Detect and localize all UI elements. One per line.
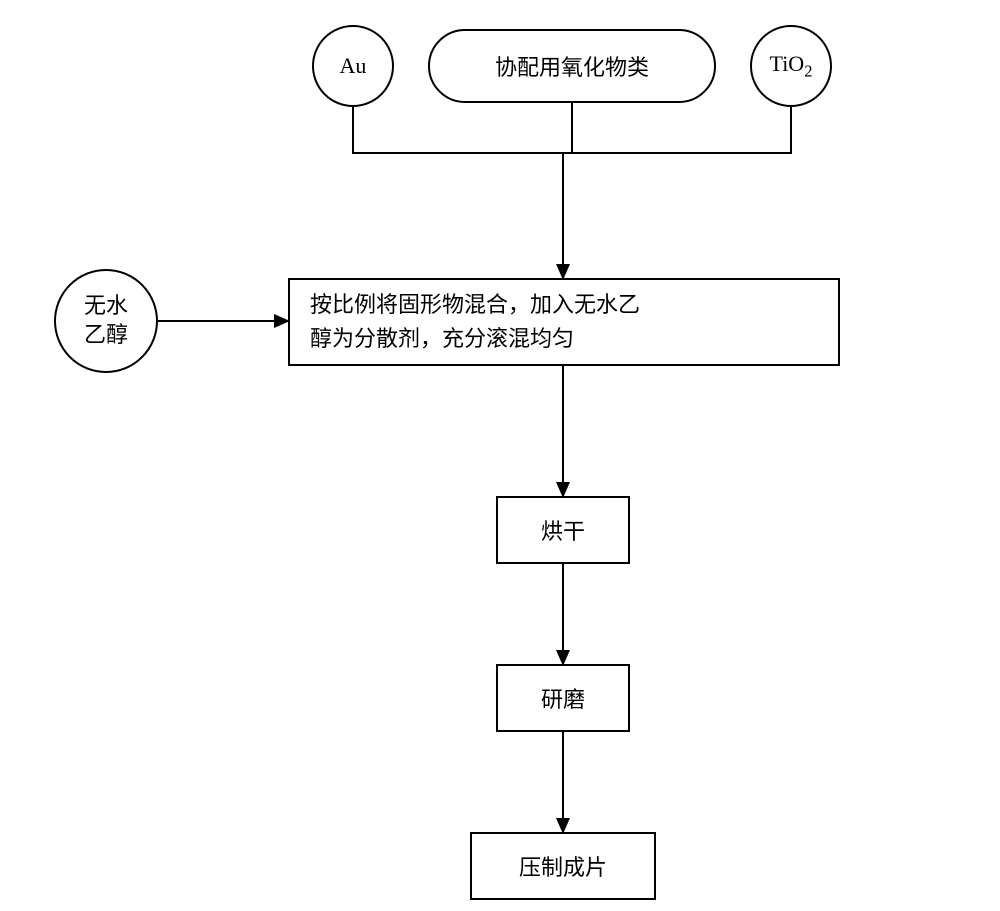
node-ethanol: 无水乙醇 bbox=[54, 269, 158, 373]
node-press: 压制成片 bbox=[470, 832, 656, 900]
node-ethanol-label: 无水乙醇 bbox=[84, 292, 128, 349]
node-mix: 按比例将固形物混合，加入无水乙醇为分散剂，充分滚混均匀 bbox=[288, 278, 840, 366]
node-oxide: 协配用氧化物类 bbox=[428, 29, 716, 103]
node-grind: 研磨 bbox=[496, 664, 630, 732]
node-dry: 烘干 bbox=[496, 496, 630, 564]
node-au: Au bbox=[312, 25, 394, 107]
node-tio2: TiO2 bbox=[750, 25, 832, 107]
flowchart-connectors bbox=[0, 0, 1000, 911]
node-grind-label: 研磨 bbox=[541, 682, 585, 714]
node-oxide-label: 协配用氧化物类 bbox=[495, 50, 649, 82]
node-press-label: 压制成片 bbox=[519, 850, 607, 882]
node-dry-label: 烘干 bbox=[541, 514, 585, 546]
node-au-label: Au bbox=[340, 53, 367, 79]
node-tio2-label: TiO2 bbox=[770, 51, 813, 81]
node-mix-label: 按比例将固形物混合，加入无水乙醇为分散剂，充分滚混均匀 bbox=[310, 288, 640, 356]
